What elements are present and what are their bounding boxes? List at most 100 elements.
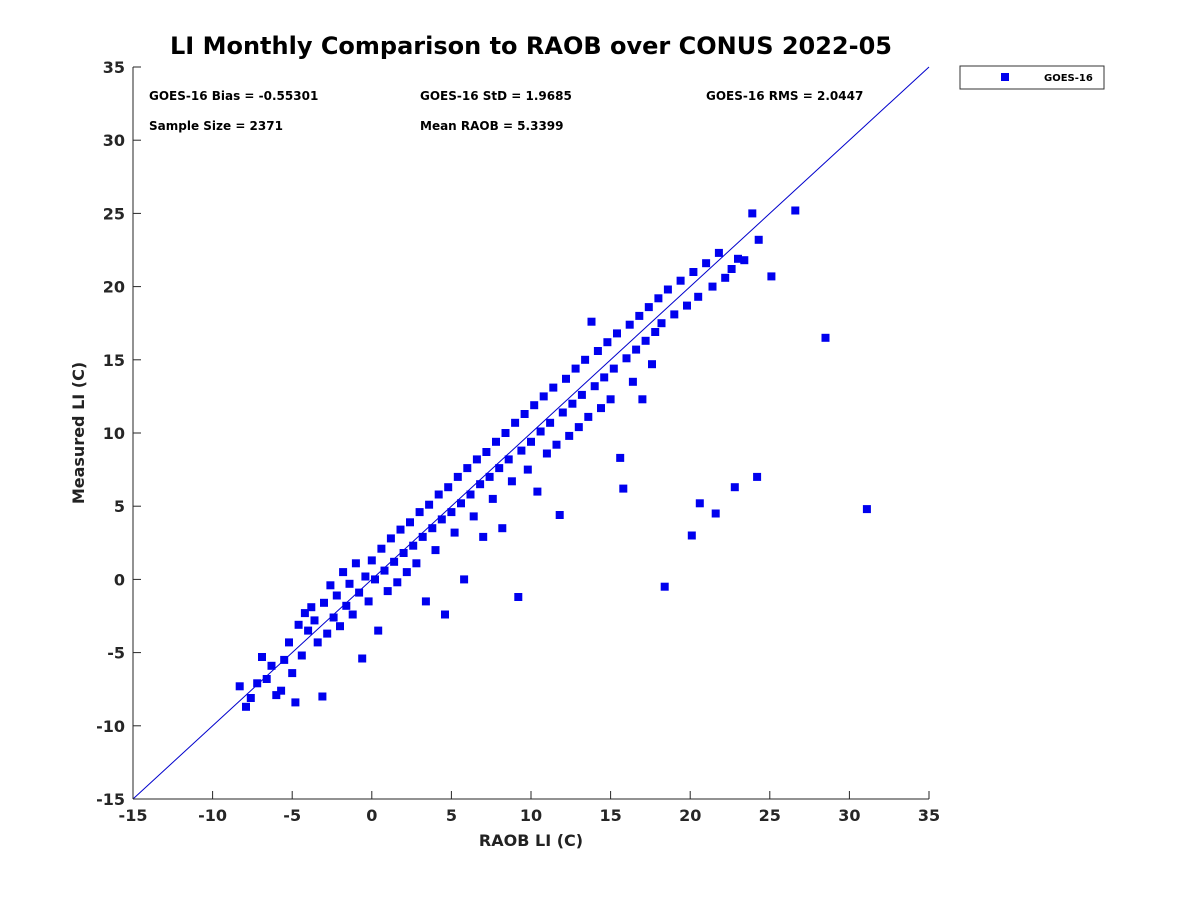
data-point xyxy=(597,404,605,413)
data-point xyxy=(235,682,244,691)
data-point xyxy=(619,484,628,493)
y-tick-label: -5 xyxy=(107,644,125,663)
data-point xyxy=(606,395,615,404)
plot-area xyxy=(132,66,930,800)
data-point xyxy=(383,587,392,596)
data-point xyxy=(558,408,567,417)
data-point xyxy=(657,319,666,328)
data-point xyxy=(469,512,478,521)
data-point xyxy=(683,301,691,310)
x-tick-label: 0 xyxy=(366,806,377,825)
data-point xyxy=(520,410,529,418)
y-tick-label: 30 xyxy=(103,131,125,150)
data-point xyxy=(355,588,364,597)
data-point xyxy=(632,345,641,354)
data-point xyxy=(539,392,548,401)
data-point xyxy=(396,525,405,534)
data-point xyxy=(431,546,440,555)
x-tick-label: -15 xyxy=(119,806,148,825)
data-point xyxy=(862,505,871,514)
data-point xyxy=(304,626,313,635)
y-tick-label: -15 xyxy=(96,790,125,809)
data-point xyxy=(492,437,500,446)
x-axis-label: RAOB LI (C) xyxy=(479,831,583,850)
data-point xyxy=(310,616,319,625)
y-tick-label: -10 xyxy=(96,717,125,736)
data-point xyxy=(549,383,558,392)
data-point xyxy=(472,455,481,464)
data-point xyxy=(374,626,383,635)
data-point xyxy=(434,490,443,499)
data-point xyxy=(380,566,389,575)
data-point xyxy=(721,273,730,282)
data-point xyxy=(791,206,800,215)
stat-sample-size: Sample Size = 2371 xyxy=(149,119,283,133)
data-point xyxy=(587,317,596,326)
data-point xyxy=(821,333,830,342)
x-tick-label: 10 xyxy=(520,806,542,825)
data-point xyxy=(654,294,663,303)
y-axis-label: Measured LI (C) xyxy=(69,362,88,504)
stat-std: GOES-16 StD = 1.9685 xyxy=(420,89,572,103)
y-tick-label: 5 xyxy=(114,497,125,516)
y-tick-label: 20 xyxy=(103,278,125,297)
data-point xyxy=(584,412,593,421)
data-point xyxy=(409,541,418,550)
data-point xyxy=(371,575,379,584)
data-point xyxy=(476,480,485,489)
data-point xyxy=(577,390,586,399)
data-point xyxy=(364,597,373,606)
data-point xyxy=(651,328,660,336)
data-point xyxy=(767,272,776,281)
data-point xyxy=(670,310,679,319)
data-point xyxy=(277,686,286,695)
data-point xyxy=(351,559,360,568)
data-point xyxy=(536,427,545,436)
y-tick-label: 10 xyxy=(103,424,125,443)
data-point xyxy=(393,578,402,587)
data-point xyxy=(542,449,551,458)
data-point xyxy=(507,477,516,486)
data-point xyxy=(399,549,408,557)
data-point xyxy=(288,669,297,678)
data-point xyxy=(285,638,293,647)
data-point xyxy=(463,464,472,473)
data-point xyxy=(568,399,577,408)
data-point xyxy=(267,661,276,670)
data-point xyxy=(689,268,698,276)
data-point xyxy=(581,355,590,364)
reference-line-1to1 xyxy=(132,66,930,800)
data-point xyxy=(421,597,430,606)
data-point xyxy=(609,364,618,373)
data-point xyxy=(390,557,399,566)
data-point xyxy=(514,593,523,601)
data-point xyxy=(482,448,491,456)
stat-rms: GOES-16 RMS = 2.0447 xyxy=(706,89,863,103)
x-tick-label: -5 xyxy=(283,806,301,825)
data-point xyxy=(329,613,338,622)
data-point xyxy=(320,598,328,607)
y-tick-label: 0 xyxy=(114,570,125,589)
data-point xyxy=(613,329,621,338)
data-point xyxy=(694,292,703,301)
data-point xyxy=(460,575,469,584)
data-point xyxy=(300,609,309,618)
data-point xyxy=(450,528,459,537)
x-tick-label: 20 xyxy=(679,806,701,825)
data-point xyxy=(714,248,723,257)
legend-box xyxy=(959,65,1105,90)
data-point xyxy=(280,655,289,664)
data-point xyxy=(511,418,520,427)
data-point xyxy=(406,518,414,527)
data-point xyxy=(402,568,411,577)
data-point xyxy=(628,377,637,386)
data-point xyxy=(412,559,421,568)
data-point xyxy=(313,638,322,647)
data-point xyxy=(323,629,332,638)
stats-annotations: GOES-16 Bias = -0.55301 GOES-16 StD = 1.… xyxy=(149,89,863,133)
data-point xyxy=(386,534,395,543)
data-point xyxy=(530,401,539,410)
data-point xyxy=(415,508,424,517)
data-point xyxy=(367,556,376,565)
data-point xyxy=(603,338,612,347)
